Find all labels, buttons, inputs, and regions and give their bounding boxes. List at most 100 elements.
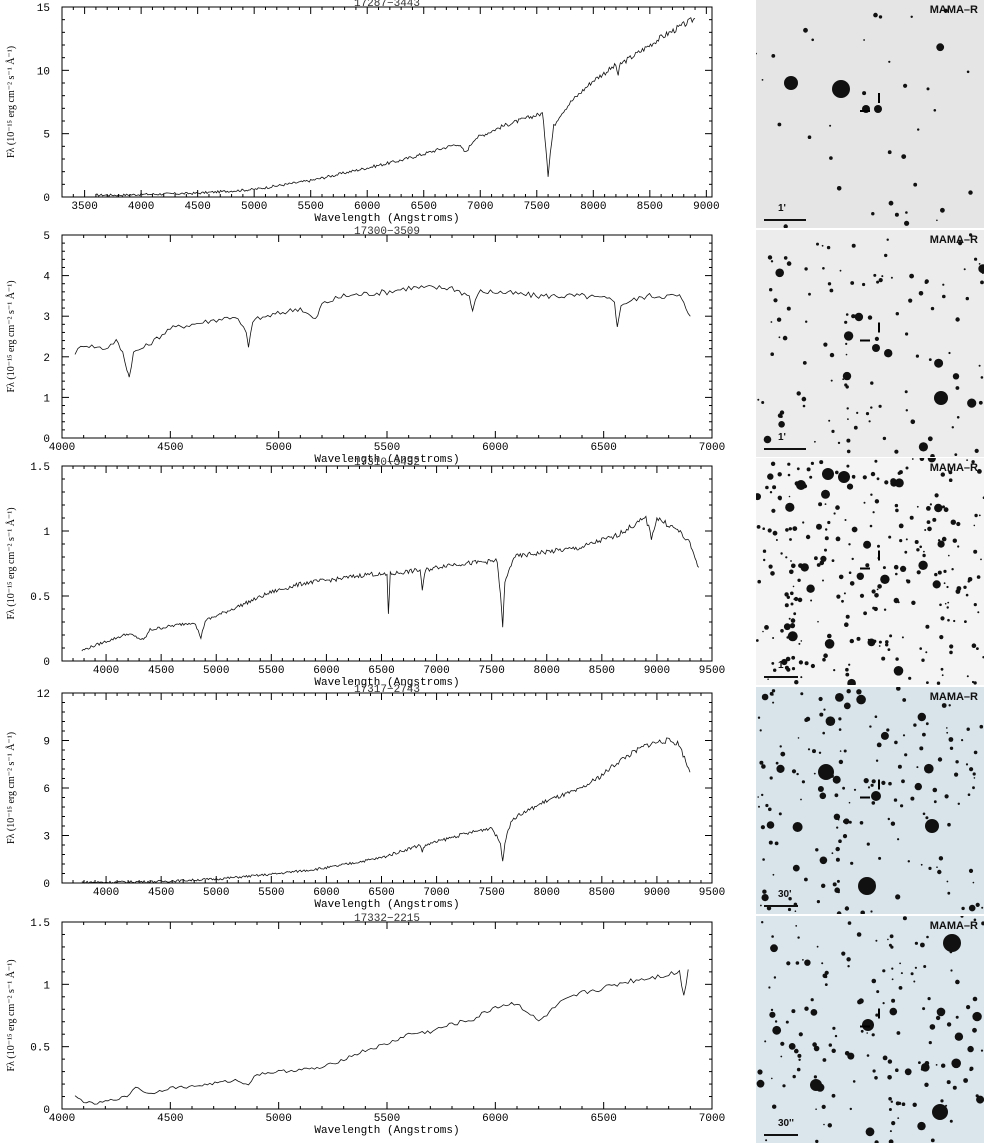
star-dot: [845, 614, 850, 619]
star-dot: [770, 1008, 774, 1012]
y-tick-label: 15: [37, 3, 50, 15]
star-dot: [882, 436, 887, 441]
star-dot: [789, 569, 794, 575]
star-dot: [835, 857, 840, 862]
star-dot: [786, 961, 791, 966]
star-dot: [826, 245, 831, 250]
star-dot: [797, 936, 800, 939]
star-dot: [875, 939, 878, 942]
star-dot: [937, 570, 942, 575]
star-dot: [814, 440, 816, 443]
star-dot: [787, 631, 798, 642]
x-tick-label: 4500: [148, 665, 174, 677]
star-dot: [981, 906, 984, 909]
star-dot: [771, 662, 775, 665]
star-dot: [765, 485, 769, 490]
star-dot: [976, 575, 981, 579]
spectrum-line: [81, 737, 691, 884]
star-dot: [771, 508, 776, 513]
star-dot: [778, 336, 781, 339]
star-dot: [900, 804, 904, 808]
star-dot: [768, 986, 771, 989]
star-dot: [824, 975, 828, 979]
star-dot: [800, 640, 803, 642]
star-dot: [980, 558, 982, 561]
star-dot: [870, 783, 874, 787]
finder-star-field: [757, 687, 984, 914]
star-dot: [950, 519, 956, 525]
star-dot: [823, 653, 828, 658]
star-dot: [888, 60, 891, 63]
star-dot: [779, 745, 782, 748]
star-dot: [924, 280, 928, 284]
star-dot: [932, 517, 937, 522]
star-dot: [772, 873, 775, 876]
star-dot: [837, 441, 841, 445]
x-axis-label: Wavelength (Angstroms): [314, 454, 459, 466]
star-dot: [930, 1138, 935, 1143]
scale-bar: [764, 1134, 798, 1136]
star-dot: [924, 529, 927, 531]
star-dot: [940, 472, 945, 477]
star-dot: [818, 751, 822, 754]
star-dot: [792, 1074, 796, 1079]
star-dot: [979, 724, 984, 729]
x-tick-label: 4000: [49, 1113, 75, 1125]
star-dot: [818, 696, 823, 702]
x-tick-label: 9500: [699, 887, 725, 899]
star-dot: [966, 459, 968, 461]
star-dot: [935, 1015, 941, 1021]
star-dot: [847, 418, 849, 420]
star-dot: [957, 545, 960, 548]
star-dot: [936, 681, 941, 685]
star-dot: [828, 419, 831, 422]
star-dot: [910, 972, 914, 976]
star-dot: [860, 910, 865, 914]
star-dot: [851, 243, 856, 248]
star-dot: [802, 361, 807, 365]
spectrum-chart-5: 17332−2215 4000 4500 5000 5500 6000 6500 7000 0 0…: [5, 913, 725, 1137]
y-tick-label: 6: [43, 784, 50, 796]
star-dot: [878, 15, 883, 19]
bright-star: [934, 391, 948, 405]
star-dot: [882, 1055, 888, 1061]
star-dot: [849, 581, 855, 586]
star-dot: [843, 331, 854, 341]
star-dot: [905, 332, 909, 336]
star-dot: [759, 729, 762, 732]
star-dot: [792, 864, 800, 872]
star-dot: [942, 505, 945, 509]
star-dot: [930, 454, 935, 457]
star-dot: [880, 574, 890, 584]
star-dot: [786, 306, 791, 311]
star-dot: [847, 1052, 855, 1060]
star-dot: [791, 769, 797, 774]
star-dot: [827, 520, 831, 525]
star-dot: [889, 634, 893, 638]
star-dot: [876, 742, 882, 748]
star-dot: [947, 891, 951, 895]
star-dot: [810, 599, 813, 602]
star-dot: [890, 276, 893, 279]
star-dot: [894, 449, 899, 454]
star-dot: [937, 540, 945, 548]
x-tick-label: 6500: [368, 887, 394, 899]
star-dot: [972, 1027, 977, 1033]
star-dot: [947, 822, 951, 827]
star-dot: [794, 910, 797, 912]
star-dot: [824, 639, 835, 649]
finder-chart-2: MAMA–R 1': [756, 230, 984, 457]
star-dot: [893, 597, 899, 604]
star-dot: [878, 278, 883, 283]
star-dot: [898, 470, 903, 475]
star-dot: [770, 321, 773, 323]
star-dot: [821, 883, 826, 888]
star-dot: [834, 1034, 838, 1038]
star-dot: [836, 879, 840, 883]
star-dot: [942, 283, 945, 286]
star-dot: [943, 569, 947, 573]
star-dot: [870, 493, 873, 496]
star-dot: [948, 351, 951, 355]
star-dot: [765, 1139, 768, 1142]
star-dot: [952, 373, 960, 380]
